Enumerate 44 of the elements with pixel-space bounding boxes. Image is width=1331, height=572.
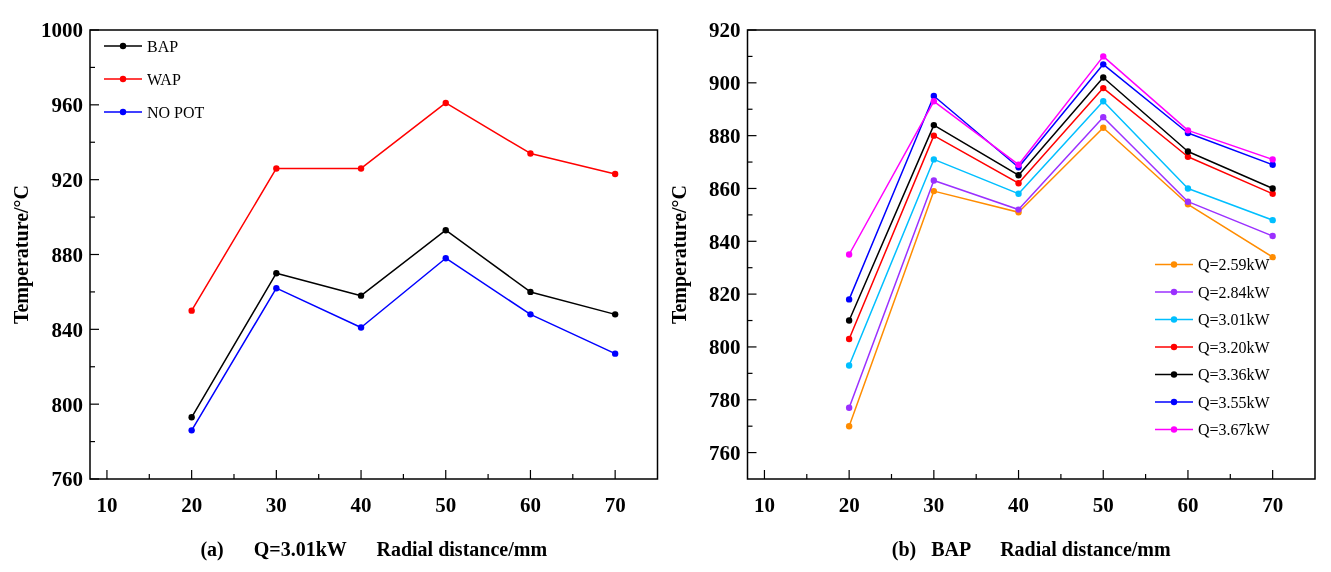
legend-label: Q=3.20kW [1198,338,1271,356]
x-tick-label: 70 [604,493,626,517]
legend-label: Q=3.01kW [1198,311,1271,329]
y-tick-label: 800 [709,335,741,360]
y-tick-label: 920 [709,18,741,43]
y-tick-label: 900 [709,71,741,96]
y-tick-label: 760 [709,440,741,465]
y-tick-label: 840 [51,317,83,342]
x-tick-label: 30 [265,493,287,517]
y-tick-label: 820 [709,282,741,307]
x-tick-label: 10 [96,493,118,517]
y-tick-label: 960 [51,93,83,118]
x-tick-label: 20 [838,493,860,517]
y-tick-label: 840 [709,229,741,254]
x-tick-label: 70 [1262,493,1284,517]
legend-label: Q=3.36kW [1198,366,1271,384]
x-axis-title: (b) BAP Radial distance/mm [891,538,1172,561]
y-tick-label: 760 [51,467,83,492]
y-axis-title: Temperature/°C [667,184,691,325]
x-tick-label: 40 [350,493,372,517]
legend-label: Q=3.55kW [1198,393,1271,411]
legend-label: Q=3.67kW [1198,421,1271,439]
y-tick-label: 880 [51,242,83,267]
x-tick-label: 30 [923,493,945,517]
legend-label: BAP [147,37,179,55]
x-tick-label: 10 [753,493,775,517]
y-tick-label: 780 [709,388,741,413]
y-tick-label: 860 [709,176,741,201]
x-tick-label: 50 [1092,493,1114,517]
legend-label: WAP [147,70,181,88]
x-tick-label: 40 [1008,493,1030,517]
x-tick-label: 60 [519,493,541,517]
y-tick-label: 1000 [41,18,83,43]
x-tick-label: 50 [435,493,457,517]
y-tick-label: 880 [709,124,741,148]
y-axis-title: Temperature/°C [10,184,33,325]
x-tick-label: 20 [181,493,203,517]
y-tick-label: 920 [51,168,83,193]
legend-label: Q=2.84kW [1198,283,1271,301]
x-tick-label: 60 [1177,493,1199,517]
x-axis-title: (a) Q=3.01kW Radial distance/mm [200,538,548,561]
legend-label: NO POT [147,103,205,121]
y-tick-label: 800 [51,392,83,417]
legend-label: Q=2.59kW [1198,256,1271,274]
